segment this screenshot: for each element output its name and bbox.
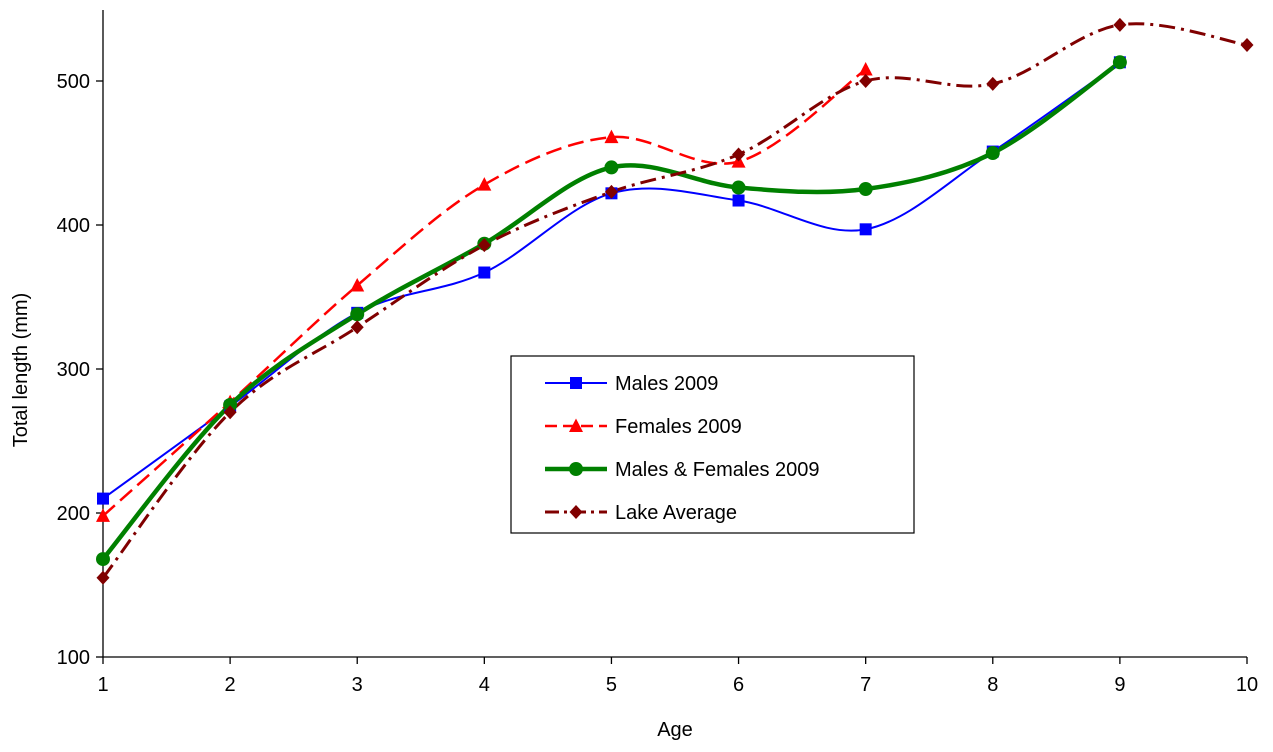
y-tick-label: 400 [57, 215, 90, 237]
data-point-series-4 [223, 405, 237, 420]
data-point-series-3 [985, 146, 1000, 160]
legend-marker-4 [569, 505, 583, 519]
data-point-series-4 [604, 184, 618, 199]
x-tick-label: 8 [987, 674, 998, 696]
data-point-series-3 [858, 182, 873, 196]
legend-label-2: Females 2009 [615, 416, 742, 438]
series-line-4 [101, 22, 1248, 579]
series-markers [96, 17, 1254, 585]
legend-marker-2 [569, 418, 583, 432]
data-point-series-4 [1113, 17, 1127, 32]
x-tick-label: 10 [1236, 674, 1258, 696]
data-point-series-4 [350, 320, 364, 335]
y-tick-label: 300 [57, 359, 90, 381]
data-point-series-3 [1112, 55, 1127, 70]
data-point-series-1 [97, 492, 109, 505]
data-point-series-4 [96, 570, 110, 585]
data-point-series-1 [478, 266, 491, 279]
data-point-series-2 [477, 177, 492, 191]
data-point-series-1 [732, 194, 745, 207]
data-point-series-2 [858, 61, 873, 76]
data-point-series-3 [96, 552, 110, 567]
x-tick-label: 7 [860, 674, 871, 696]
legend-label-3: Males & Females 2009 [615, 459, 820, 481]
data-point-series-2 [350, 277, 365, 292]
data-point-series-4 [732, 147, 746, 162]
y-tick-label: 500 [57, 71, 90, 93]
data-point-series-2 [604, 129, 619, 144]
x-tick-label: 9 [1114, 674, 1125, 696]
x-tick-label: 4 [479, 674, 490, 696]
data-point-series-3 [223, 398, 238, 412]
axes: 100 200 300 400 500 1 2 3 4 5 6 7 8 9 10 [57, 10, 1258, 696]
x-tick-label: 5 [606, 674, 617, 696]
data-point-series-3 [731, 180, 746, 195]
data-point-series-2 [96, 508, 110, 522]
data-point-series-3 [604, 160, 619, 175]
x-tick-label: 3 [352, 674, 363, 696]
data-point-series-4 [1240, 38, 1254, 52]
y-tick-label: 100 [57, 647, 90, 669]
data-point-series-3 [350, 307, 365, 322]
legend-marker-1 [570, 377, 582, 389]
data-point-series-4 [477, 238, 491, 253]
legend-label-4: Lake Average [615, 502, 737, 524]
legend-label-1: Males 2009 [615, 373, 718, 395]
legend: Males 2009 Females 2009 Males & Females 20… [510, 355, 915, 534]
x-tick-label: 2 [225, 674, 236, 696]
series-line-3 [101, 60, 1122, 561]
data-point-series-4 [859, 74, 873, 88]
y-tick-label: 200 [57, 503, 90, 525]
legend-marker-3 [569, 462, 583, 476]
data-point-series-4 [986, 76, 1000, 91]
x-axis-title: Age [657, 719, 693, 741]
x-tick-label: 1 [97, 674, 108, 696]
y-axis-title: Total length (mm) [10, 293, 32, 448]
data-point-series-1 [859, 223, 872, 236]
x-tick-label: 6 [733, 674, 744, 696]
